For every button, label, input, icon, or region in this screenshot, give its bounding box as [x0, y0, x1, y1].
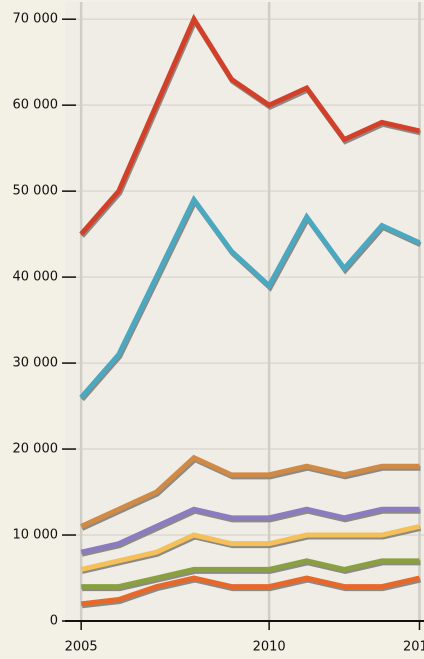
y-tick-label: 50 000: [13, 184, 59, 199]
series-line: [80, 523, 421, 572]
y-tick-label: 40 000: [13, 270, 59, 285]
x-tick-label: 2005: [65, 640, 98, 655]
y-tick-label: 10 000: [13, 528, 59, 543]
series-line: [80, 506, 420, 555]
series-line: [81, 558, 420, 590]
y-tick-label: 60 000: [13, 98, 59, 113]
y-tick-label: 0: [50, 614, 58, 629]
series-line: [79, 13, 421, 236]
x-tick-label: 2010: [253, 640, 286, 655]
y-tick-label: 30 000: [13, 356, 59, 371]
plot-background: [65, 2, 424, 621]
series-line: [80, 454, 420, 529]
series-line: [79, 194, 421, 400]
y-tick-label: 70 000: [13, 12, 59, 27]
x-tick-label: 2014: [403, 640, 424, 655]
y-tick-label: 20 000: [13, 442, 59, 457]
series-line: [80, 575, 421, 607]
